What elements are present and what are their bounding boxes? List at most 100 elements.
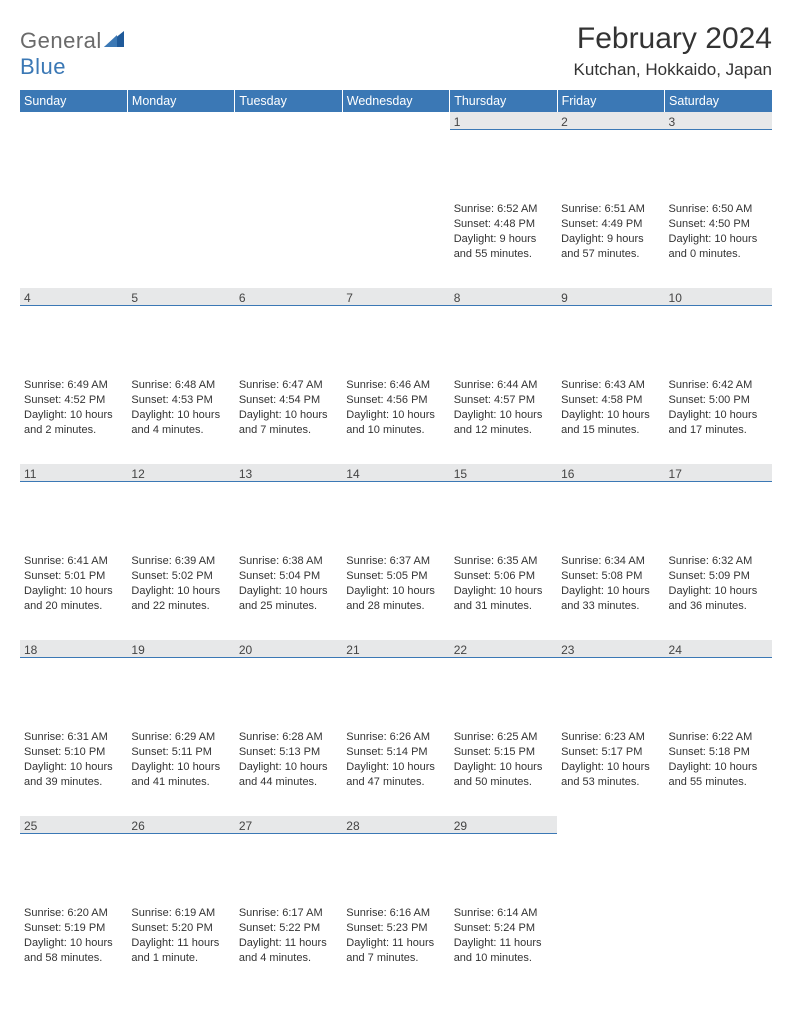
sunset-line: Sunset: 5:04 PM [239, 569, 338, 584]
sunrise-line: Sunrise: 6:29 AM [131, 730, 230, 745]
daylight-line: Daylight: 10 hours and 15 minutes. [561, 408, 660, 438]
sunrise-line: Sunrise: 6:14 AM [454, 906, 553, 921]
sunset-line: Sunset: 4:53 PM [131, 393, 230, 408]
calendar-cell: Sunrise: 6:41 AMSunset: 5:01 PMDaylight:… [20, 552, 127, 640]
daylight-line: Daylight: 11 hours and 10 minutes. [454, 936, 553, 966]
daylight-line: Daylight: 10 hours and 58 minutes. [24, 936, 123, 966]
weekday-header: Tuesday [235, 90, 342, 112]
calendar-cell [665, 904, 772, 992]
weekday-header: Monday [127, 90, 234, 112]
sunset-line: Sunset: 5:00 PM [669, 393, 768, 408]
sunrise-line: Sunrise: 6:44 AM [454, 378, 553, 393]
calendar-header-row: SundayMondayTuesdayWednesdayThursdayFrid… [20, 90, 772, 112]
calendar-cell: Sunrise: 6:17 AMSunset: 5:22 PMDaylight:… [235, 904, 342, 992]
daylight-line: Daylight: 10 hours and 17 minutes. [669, 408, 768, 438]
sunrise-line: Sunrise: 6:38 AM [239, 554, 338, 569]
calendar-cell: Sunrise: 6:39 AMSunset: 5:02 PMDaylight:… [127, 552, 234, 640]
day-number: 26 [127, 816, 234, 834]
sunset-line: Sunset: 5:13 PM [239, 745, 338, 760]
day-number [127, 112, 234, 130]
sunrise-line: Sunrise: 6:32 AM [669, 554, 768, 569]
sunrise-line: Sunrise: 6:51 AM [561, 202, 660, 217]
brand-part2: Blue [20, 54, 66, 79]
sunset-line: Sunset: 4:54 PM [239, 393, 338, 408]
weekday-header: Friday [557, 90, 664, 112]
daylight-line: Daylight: 10 hours and 4 minutes. [131, 408, 230, 438]
day-number: 21 [342, 640, 449, 658]
calendar-cell: Sunrise: 6:29 AMSunset: 5:11 PMDaylight:… [127, 728, 234, 816]
day-number: 5 [127, 288, 234, 306]
calendar-cell: Sunrise: 6:35 AMSunset: 5:06 PMDaylight:… [450, 552, 557, 640]
day-number: 23 [557, 640, 664, 658]
sunset-line: Sunset: 5:19 PM [24, 921, 123, 936]
calendar-cell: Sunrise: 6:48 AMSunset: 4:53 PMDaylight:… [127, 376, 234, 464]
daylight-line: Daylight: 10 hours and 53 minutes. [561, 760, 660, 790]
sunset-line: Sunset: 4:52 PM [24, 393, 123, 408]
sunset-line: Sunset: 5:18 PM [669, 745, 768, 760]
day-number [557, 816, 664, 834]
sunset-line: Sunset: 4:49 PM [561, 217, 660, 232]
daylight-line: Daylight: 10 hours and 10 minutes. [346, 408, 445, 438]
calendar-cell: Sunrise: 6:50 AMSunset: 4:50 PMDaylight:… [665, 200, 772, 288]
calendar-cell: Sunrise: 6:20 AMSunset: 5:19 PMDaylight:… [20, 904, 127, 992]
day-number: 15 [450, 464, 557, 482]
daylight-line: Daylight: 10 hours and 50 minutes. [454, 760, 553, 790]
day-number [342, 112, 449, 130]
sunrise-line: Sunrise: 6:20 AM [24, 906, 123, 921]
sunrise-line: Sunrise: 6:19 AM [131, 906, 230, 921]
calendar-cell: Sunrise: 6:44 AMSunset: 4:57 PMDaylight:… [450, 376, 557, 464]
calendar-cell: Sunrise: 6:49 AMSunset: 4:52 PMDaylight:… [20, 376, 127, 464]
day-number [665, 816, 772, 834]
calendar-cell: Sunrise: 6:52 AMSunset: 4:48 PMDaylight:… [450, 200, 557, 288]
daylight-line: Daylight: 10 hours and 12 minutes. [454, 408, 553, 438]
daylight-line: Daylight: 11 hours and 4 minutes. [239, 936, 338, 966]
calendar-cell: Sunrise: 6:51 AMSunset: 4:49 PMDaylight:… [557, 200, 664, 288]
sunrise-line: Sunrise: 6:17 AM [239, 906, 338, 921]
daylight-line: Daylight: 10 hours and 33 minutes. [561, 584, 660, 614]
day-number: 17 [665, 464, 772, 482]
calendar-cell: Sunrise: 6:19 AMSunset: 5:20 PMDaylight:… [127, 904, 234, 992]
daylight-line: Daylight: 10 hours and 41 minutes. [131, 760, 230, 790]
day-number: 12 [127, 464, 234, 482]
daylight-line: Daylight: 10 hours and 7 minutes. [239, 408, 338, 438]
calendar-cell: Sunrise: 6:25 AMSunset: 5:15 PMDaylight:… [450, 728, 557, 816]
sunrise-line: Sunrise: 6:37 AM [346, 554, 445, 569]
sunrise-line: Sunrise: 6:28 AM [239, 730, 338, 745]
calendar-cell: Sunrise: 6:38 AMSunset: 5:04 PMDaylight:… [235, 552, 342, 640]
sunrise-line: Sunrise: 6:43 AM [561, 378, 660, 393]
daylight-line: Daylight: 10 hours and 36 minutes. [669, 584, 768, 614]
day-number: 8 [450, 288, 557, 306]
daylight-line: Daylight: 10 hours and 28 minutes. [346, 584, 445, 614]
daylight-line: Daylight: 10 hours and 55 minutes. [669, 760, 768, 790]
sunset-line: Sunset: 4:56 PM [346, 393, 445, 408]
sunrise-line: Sunrise: 6:42 AM [669, 378, 768, 393]
sunset-line: Sunset: 5:23 PM [346, 921, 445, 936]
calendar-cell: Sunrise: 6:43 AMSunset: 4:58 PMDaylight:… [557, 376, 664, 464]
calendar-cell: Sunrise: 6:16 AMSunset: 5:23 PMDaylight:… [342, 904, 449, 992]
day-number: 6 [235, 288, 342, 306]
calendar-cell: Sunrise: 6:23 AMSunset: 5:17 PMDaylight:… [557, 728, 664, 816]
day-number: 4 [20, 288, 127, 306]
day-number: 27 [235, 816, 342, 834]
calendar-page: GeneralBlue February 2024 Kutchan, Hokka… [0, 0, 792, 1014]
brand-logo: GeneralBlue [20, 22, 126, 80]
sunrise-line: Sunrise: 6:25 AM [454, 730, 553, 745]
day-number: 3 [665, 112, 772, 130]
daylight-line: Daylight: 11 hours and 7 minutes. [346, 936, 445, 966]
day-number: 24 [665, 640, 772, 658]
sunset-line: Sunset: 5:24 PM [454, 921, 553, 936]
day-number: 11 [20, 464, 127, 482]
weekday-header: Wednesday [342, 90, 449, 112]
day-number: 7 [342, 288, 449, 306]
sunrise-line: Sunrise: 6:23 AM [561, 730, 660, 745]
sunset-line: Sunset: 5:17 PM [561, 745, 660, 760]
sunset-line: Sunset: 5:10 PM [24, 745, 123, 760]
daylight-line: Daylight: 10 hours and 44 minutes. [239, 760, 338, 790]
sunset-line: Sunset: 5:14 PM [346, 745, 445, 760]
sunset-line: Sunset: 5:22 PM [239, 921, 338, 936]
calendar-cell [342, 200, 449, 288]
sunset-line: Sunset: 5:05 PM [346, 569, 445, 584]
sunrise-line: Sunrise: 6:26 AM [346, 730, 445, 745]
daylight-line: Daylight: 10 hours and 39 minutes. [24, 760, 123, 790]
sunrise-line: Sunrise: 6:22 AM [669, 730, 768, 745]
